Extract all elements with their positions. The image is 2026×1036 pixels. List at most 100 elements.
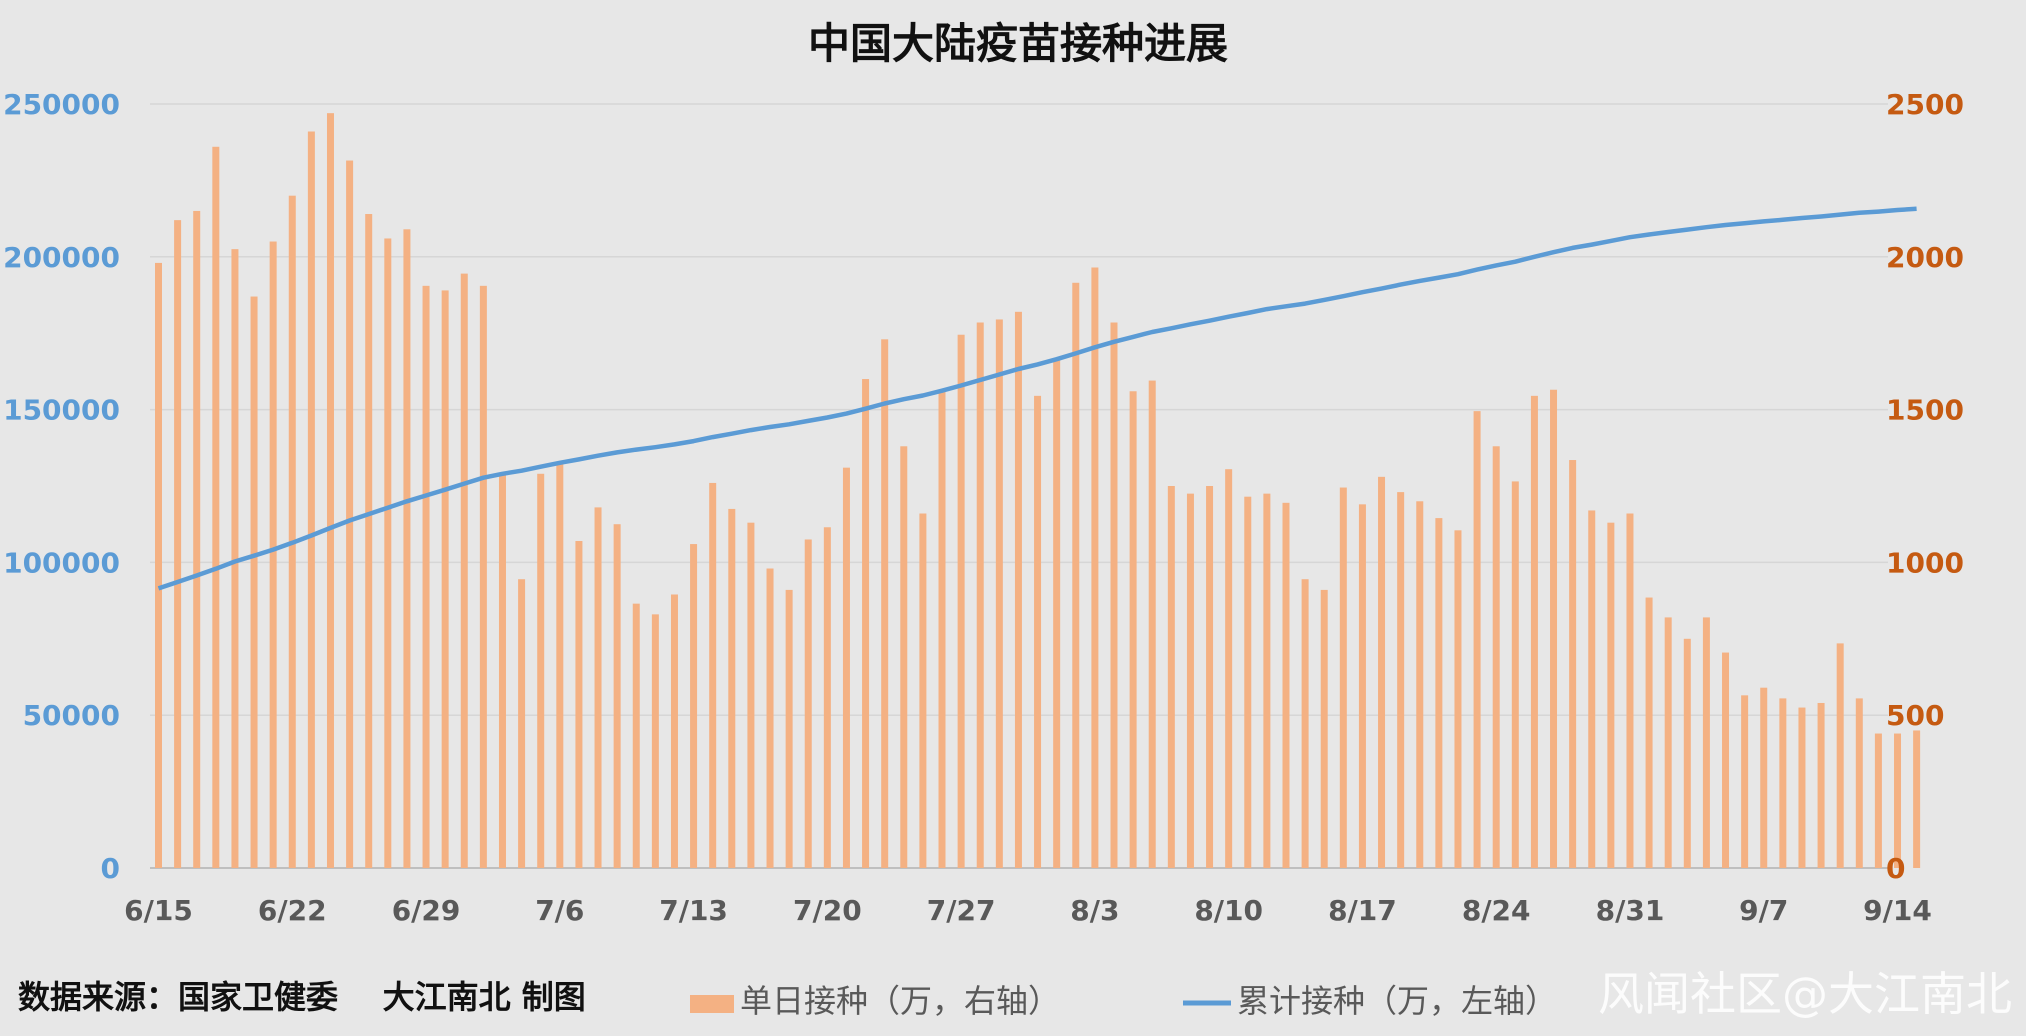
bar xyxy=(556,463,564,868)
x-tick-label: 7/6 xyxy=(535,894,584,927)
x-tick-label: 8/31 xyxy=(1596,894,1665,927)
bar xyxy=(403,229,411,868)
right-tick-label: 2500 xyxy=(1886,88,1964,121)
bar xyxy=(747,522,755,868)
x-tick-label: 8/10 xyxy=(1194,894,1263,927)
right-tick-label: 2000 xyxy=(1886,241,1964,274)
bar xyxy=(212,146,220,868)
bar xyxy=(422,285,430,868)
bar xyxy=(1301,579,1309,868)
bar xyxy=(193,210,201,868)
bar xyxy=(651,614,659,868)
bar xyxy=(1588,510,1596,868)
x-tick-label: 7/13 xyxy=(659,894,728,927)
line-series-cumulative xyxy=(157,206,1917,591)
bar xyxy=(881,339,889,868)
bar xyxy=(155,262,162,868)
bar xyxy=(460,273,468,868)
cumulative-line xyxy=(157,206,1917,591)
bar xyxy=(1397,492,1405,868)
legend-label-cumulative: 累计接种（万，左轴） xyxy=(1237,982,1557,1020)
legend-swatch-daily xyxy=(690,995,734,1013)
bar xyxy=(938,389,946,868)
bar xyxy=(1358,504,1366,868)
bar xyxy=(269,241,277,868)
bar xyxy=(1053,359,1061,868)
bar xyxy=(1550,389,1558,868)
right-tick-label: 500 xyxy=(1886,699,1944,732)
bar xyxy=(1167,486,1175,868)
right-tick-label: 1500 xyxy=(1886,394,1964,427)
bar xyxy=(1339,487,1347,868)
left-tick-label: 100000 xyxy=(3,546,120,579)
x-tick-label: 6/22 xyxy=(258,894,327,927)
bar xyxy=(1569,460,1577,868)
bar xyxy=(1225,469,1233,868)
bar xyxy=(1664,617,1672,868)
bar xyxy=(1034,395,1042,868)
x-tick-label: 9/14 xyxy=(1863,894,1932,927)
bar xyxy=(1683,638,1691,868)
bar xyxy=(766,568,774,868)
bar-series-daily xyxy=(155,113,1921,869)
bar xyxy=(1072,282,1080,868)
bar xyxy=(1817,702,1825,868)
x-tick-label: 6/29 xyxy=(392,894,461,927)
bar xyxy=(1607,522,1615,868)
x-axis-ticks: 6/15 6/22 6/29 7/6 7/13 7/20 7/27 8/3 8/10 8/17 8/… xyxy=(124,894,1932,927)
bar xyxy=(1129,391,1137,868)
bar xyxy=(1435,518,1443,868)
bar xyxy=(1798,707,1806,868)
bar xyxy=(441,290,449,868)
bar xyxy=(900,446,908,868)
legend: 单日接种（万，右轴） 累计接种（万，左轴） xyxy=(690,982,1557,1020)
x-tick-label: 8/3 xyxy=(1070,894,1119,927)
bar xyxy=(1206,486,1214,868)
chart-title: 中国大陆疫苗接种进展 xyxy=(808,19,1228,68)
right-tick-label: 1000 xyxy=(1886,546,1964,579)
bar xyxy=(1282,502,1290,868)
bar xyxy=(1492,446,1500,868)
bar xyxy=(842,467,850,868)
bar xyxy=(1378,476,1386,868)
bar xyxy=(518,579,526,868)
bar xyxy=(1110,322,1118,868)
x-tick-label: 7/20 xyxy=(793,894,862,927)
bar xyxy=(785,589,793,868)
bar xyxy=(174,220,182,869)
bar xyxy=(1760,687,1768,868)
bar xyxy=(307,131,315,868)
x-tick-label: 8/17 xyxy=(1328,894,1397,927)
bar xyxy=(594,507,602,868)
bar xyxy=(1530,395,1538,868)
bar xyxy=(231,249,239,868)
left-tick-label: 0 xyxy=(101,852,120,885)
bar xyxy=(250,296,258,868)
bar xyxy=(384,238,392,869)
bar xyxy=(288,195,296,868)
bar xyxy=(537,473,545,868)
bar xyxy=(1263,493,1271,868)
bar xyxy=(1320,589,1328,868)
bar xyxy=(804,539,812,868)
bar xyxy=(1626,513,1634,868)
left-axis-ticks: 0 50000 100000 150000 200000 250000 xyxy=(3,88,120,885)
bar xyxy=(862,379,870,868)
bar xyxy=(1645,597,1653,868)
bar xyxy=(479,285,487,868)
bar xyxy=(1244,496,1252,868)
watermark: 风闻社区@大江南北 xyxy=(1598,967,2012,1021)
bar xyxy=(1836,643,1844,868)
bar xyxy=(1874,733,1882,868)
bar xyxy=(1511,481,1519,868)
bar xyxy=(1454,530,1462,868)
bar xyxy=(690,544,698,868)
bar xyxy=(670,594,678,868)
bar xyxy=(957,334,965,868)
bar xyxy=(613,524,621,868)
bar xyxy=(1148,380,1156,868)
right-tick-label: 0 xyxy=(1886,852,1905,885)
x-tick-label: 7/27 xyxy=(927,894,996,927)
bar xyxy=(995,319,1003,868)
bar xyxy=(1014,311,1022,869)
